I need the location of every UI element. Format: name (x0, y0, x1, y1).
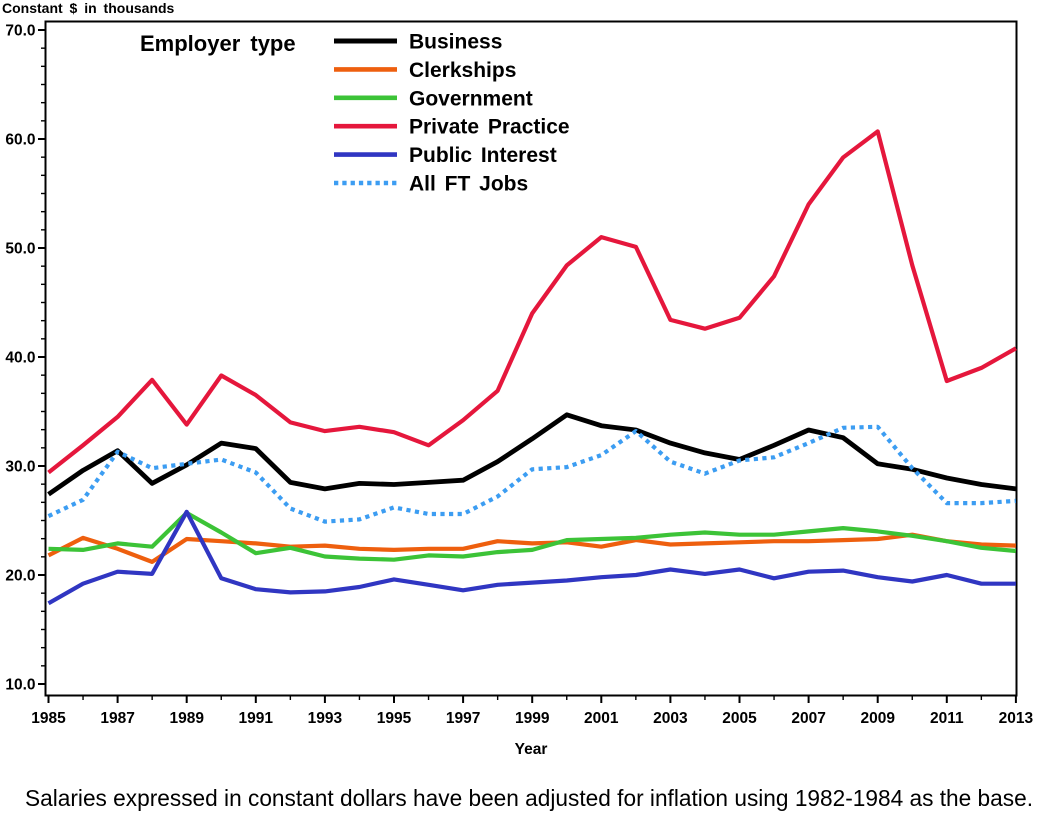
legend-label-all-ft-jobs: All FT Jobs (409, 173, 528, 196)
x-tick-label: 1993 (308, 710, 343, 727)
x-tick-label: 2009 (860, 710, 895, 727)
series-line-business (47, 412, 1017, 497)
y-tick-label: 20.0 (5, 568, 35, 585)
y-axis: 10.0 20.0 30.0 40.0 50.0 60.0 70.0 (5, 23, 46, 694)
x-tick-label: 2011 (930, 710, 964, 727)
series-line-government (48, 510, 1017, 562)
x-tick-label: 1999 (515, 710, 550, 727)
plot-frame (44, 20, 1018, 697)
y-axis-unit-label: Constant $ in thousands (2, 0, 175, 16)
x-tick-label: 1987 (100, 710, 134, 727)
x-tick-label: 1997 (446, 710, 480, 727)
legend-item-all-ft-jobs: All FT Jobs (334, 173, 528, 196)
y-tick-label: 40.0 (5, 350, 35, 367)
legend-title: Employer type (140, 31, 296, 56)
y-tick-label: 10.0 (5, 677, 35, 694)
legend: Employer type Business Clerkships Governme… (140, 31, 570, 196)
caption: Salaries expressed in constant dollars h… (25, 785, 1033, 811)
x-axis-title: Year (515, 741, 548, 758)
x-tick-label: 1991 (239, 710, 274, 727)
legend-label-clerkships: Clerkships (409, 59, 516, 82)
series-line-all-ft-jobs (47, 424, 1017, 524)
legend-item-clerkships: Clerkships (334, 59, 516, 82)
legend-item-public-interest: Public Interest (334, 144, 557, 167)
legend-item-private-practice: Private Practice (334, 116, 570, 139)
y-tick-label: 60.0 (5, 132, 35, 149)
legend-label-business: Business (409, 31, 502, 54)
x-tick-label: 1995 (377, 710, 412, 727)
x-tick-label: 2005 (722, 710, 757, 727)
x-tick-label: 1989 (169, 710, 204, 727)
legend-label-public-interest: Public Interest (409, 144, 557, 167)
series-line-private-practice (47, 129, 1017, 475)
y-tick-label: 50.0 (5, 241, 35, 258)
x-tick-label: 2013 (999, 710, 1034, 727)
x-tick-label: 2003 (653, 710, 688, 727)
x-tick-label: 1985 (31, 710, 66, 727)
series-line-clerkships (47, 532, 1016, 565)
y-tick-label: 70.0 (5, 23, 35, 40)
legend-label-government: Government (409, 87, 533, 110)
legend-item-government: Government (334, 87, 533, 110)
x-axis: 1985 1987 1989 1991 1993 1995 1997 1999 2001 2003… (31, 695, 1034, 727)
y-tick-label: 30.0 (5, 459, 35, 476)
x-tick-label: 2001 (584, 710, 619, 727)
legend-item-business: Business (334, 31, 502, 54)
series-line-public-interest (47, 509, 1016, 606)
legend-label-private-practice: Private Practice (409, 116, 570, 139)
x-tick-label: 2007 (791, 710, 825, 727)
series-lines (47, 129, 1017, 606)
